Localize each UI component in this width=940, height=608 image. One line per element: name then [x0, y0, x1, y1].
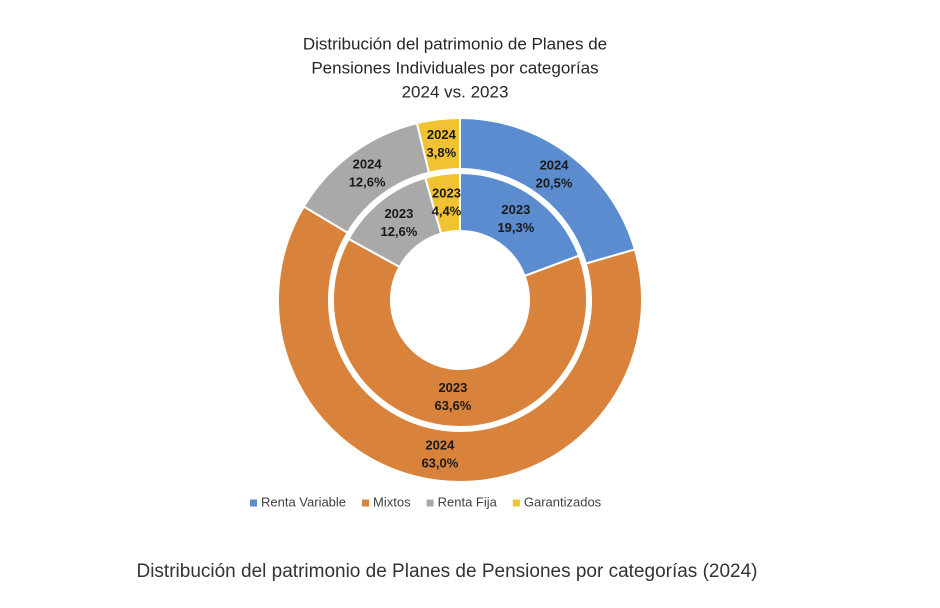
legend-swatch: [426, 499, 434, 507]
legend-label: Mixtos: [373, 494, 411, 509]
segment-series-label: 2023: [438, 380, 467, 395]
legend-label: Renta Variable: [261, 494, 346, 509]
legend-swatch: [250, 499, 257, 507]
legend-label: Renta Fija: [438, 494, 498, 509]
segment-value-label: 4,4%: [432, 203, 462, 218]
donut-segment: [415, 116, 461, 174]
legend-swatch: [362, 499, 370, 507]
segment-series-label: 2023: [384, 206, 413, 221]
segment-series-label: 2024: [425, 438, 455, 453]
donut-segment: [424, 171, 461, 235]
donut-segment: [332, 237, 588, 428]
title-line: Pensiones Individuales por categorías: [311, 58, 598, 77]
segment-series-label: 2024: [540, 157, 570, 172]
legend-label: Garantizados: [524, 494, 602, 509]
segment-value-label: 3,8%: [427, 145, 457, 160]
segment-series-label: 2024: [353, 156, 383, 171]
segment-series-label: 2023: [501, 202, 530, 217]
segment-value-label: 63,6%: [434, 398, 471, 413]
segment-series-label: 2024: [427, 127, 457, 142]
legend-swatch: [512, 499, 520, 507]
chart-title: Distribución del patrimonio de Planes de…: [303, 34, 607, 101]
segment-value-label: 12,6%: [380, 224, 417, 239]
title-line: Distribución del patrimonio de Planes de: [303, 34, 607, 53]
segment-value-label: 20,5%: [536, 175, 573, 190]
title-line: 2024 vs. 2023: [402, 82, 509, 101]
segment-value-label: 63,0%: [421, 456, 458, 471]
segment-series-label: 2023: [432, 185, 461, 200]
segment-value-label: 19,3%: [497, 220, 534, 235]
segment-value-label: 12,6%: [349, 174, 386, 189]
donut-segment: [277, 205, 643, 483]
caption: Distribución del patrimonio de Planes de…: [136, 561, 757, 582]
